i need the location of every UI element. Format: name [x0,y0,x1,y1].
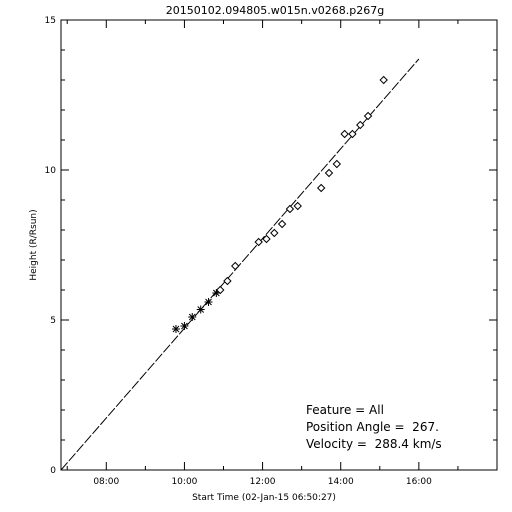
diamond-point [324,168,334,178]
diamond-point [363,111,373,121]
diamond-point [270,228,279,238]
y-tick-label: 5 [50,316,56,326]
diamond-point [216,285,225,295]
annotation-velocity: Velocity = 288.4 km/s [306,437,442,451]
diamond-point [262,234,271,244]
diamond-point [223,276,232,286]
fit-line [60,58,420,471]
asterisk-point [196,305,205,314]
x-axis: 08:00 10:00 12:00 14:00 16:00 [66,20,498,487]
y-tick-label: 15 [45,16,56,26]
diamond-point [379,75,388,85]
diamond-point [316,183,326,193]
annotation-box: Feature = All Position Angle = 267. Velo… [306,403,442,451]
diamond-point [285,204,295,214]
diamond-point [231,261,240,271]
asterisk-point [171,325,180,333]
diamond-point [277,219,287,229]
asterisk-point [180,322,189,330]
chart-title: 20150102.094805.w015n.v0268.p267g [166,4,384,17]
asterisk-point [204,298,213,306]
x-tick-label: 12:00 [250,477,276,487]
x-axis-label: Start Time (02-Jan-15 06:50:27) [192,493,336,503]
x-tick-label: 08:00 [93,477,119,487]
plot-frame [60,19,498,471]
fit-line-group [60,58,420,471]
diamond-point [356,120,365,130]
diamond-point [332,159,342,169]
diamond-point [348,129,357,139]
y-tick-label: 10 [45,166,57,176]
x-tick-label: 16:00 [406,477,432,487]
diamond-point [340,129,349,139]
y-axis-label: Height (R/Rsun) [29,209,39,280]
x-tick-label: 14:00 [328,477,354,487]
diamond-point [293,201,302,211]
y-tick-label: 0 [50,466,56,476]
y-axis: 0 5 10 15 [45,16,497,476]
diamond-point [254,237,263,247]
annotation-position-angle: Position Angle = 267. [306,420,439,434]
asterisk-point [188,313,197,321]
annotation-feature: Feature = All [306,403,384,417]
data-points [171,75,388,333]
x-tick-label: 10:00 [171,477,197,487]
